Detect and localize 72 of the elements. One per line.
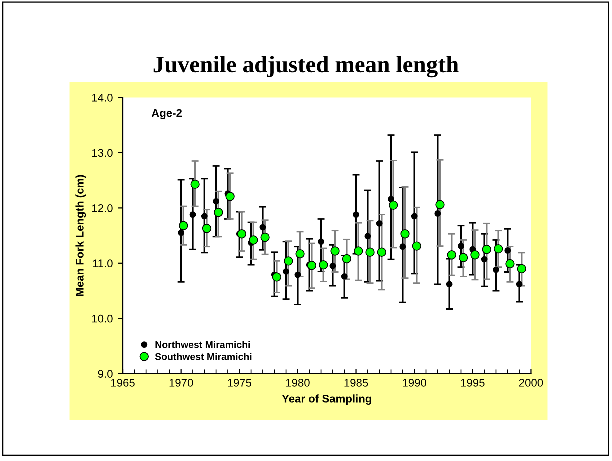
y-tick-label: 14.0 [92,94,113,102]
point [470,250,480,260]
point [342,254,352,264]
point [330,262,336,270]
point [202,224,212,234]
point [377,248,387,257]
point [376,220,383,227]
point [260,232,270,242]
point [319,260,328,270]
point [517,264,526,274]
point [283,268,290,275]
y-tick-label: 10.0 [92,314,113,323]
point [354,246,364,256]
point [353,212,360,218]
point [412,242,422,251]
point [179,221,188,230]
point [400,244,406,250]
point [458,243,464,250]
x-tick-label: 1995 [461,379,485,387]
point [294,272,302,278]
y-tick-label: 13.0 [92,149,113,158]
x-axis-title: Year of Sampling [282,394,372,406]
point [447,250,456,260]
point [446,281,453,288]
point [178,230,185,236]
point [411,213,418,220]
point [296,249,305,259]
point [330,246,340,256]
point [482,245,492,254]
point [494,244,504,254]
x-tick-label: 2000 [519,379,544,387]
point [284,256,294,266]
point [213,198,220,205]
chart-title: Juvenile adjusted mean length [154,56,459,78]
point [493,266,500,274]
y-tick-label: 11.0 [93,260,113,268]
annotation: Age-2 [152,109,182,120]
point [434,210,442,217]
point [214,208,224,218]
x-tick-label: 1970 [170,379,194,387]
point [307,261,317,270]
y-tick-label: 9.0 [98,370,113,378]
x-tick-label: 1975 [228,379,252,387]
point [318,238,324,246]
point [516,281,523,288]
point [389,200,398,210]
point [506,259,515,269]
y-tick-label: 12.0 [92,204,113,212]
point [190,212,196,218]
x-tick-label: 1965 [112,379,135,387]
point [226,192,235,202]
point [388,196,394,203]
point [190,180,200,190]
point [458,253,468,262]
x-tick-label: 1980 [286,379,310,387]
point [436,200,445,210]
point [341,273,348,280]
legend-label: Southwest Miramichi [155,353,252,360]
y-axis-title: Mean Fork Length (cm) [76,175,86,296]
legend-label: Northwest Miramichi [156,341,250,348]
point [260,224,266,231]
point [237,230,247,239]
point [272,272,282,282]
point [366,248,375,257]
x-tick-label: 1985 [344,379,368,387]
point [504,248,512,254]
point [201,213,208,220]
point [249,236,258,245]
x-tick-label: 1990 [403,379,427,387]
point [364,233,372,240]
point [400,230,410,239]
point [481,256,488,263]
